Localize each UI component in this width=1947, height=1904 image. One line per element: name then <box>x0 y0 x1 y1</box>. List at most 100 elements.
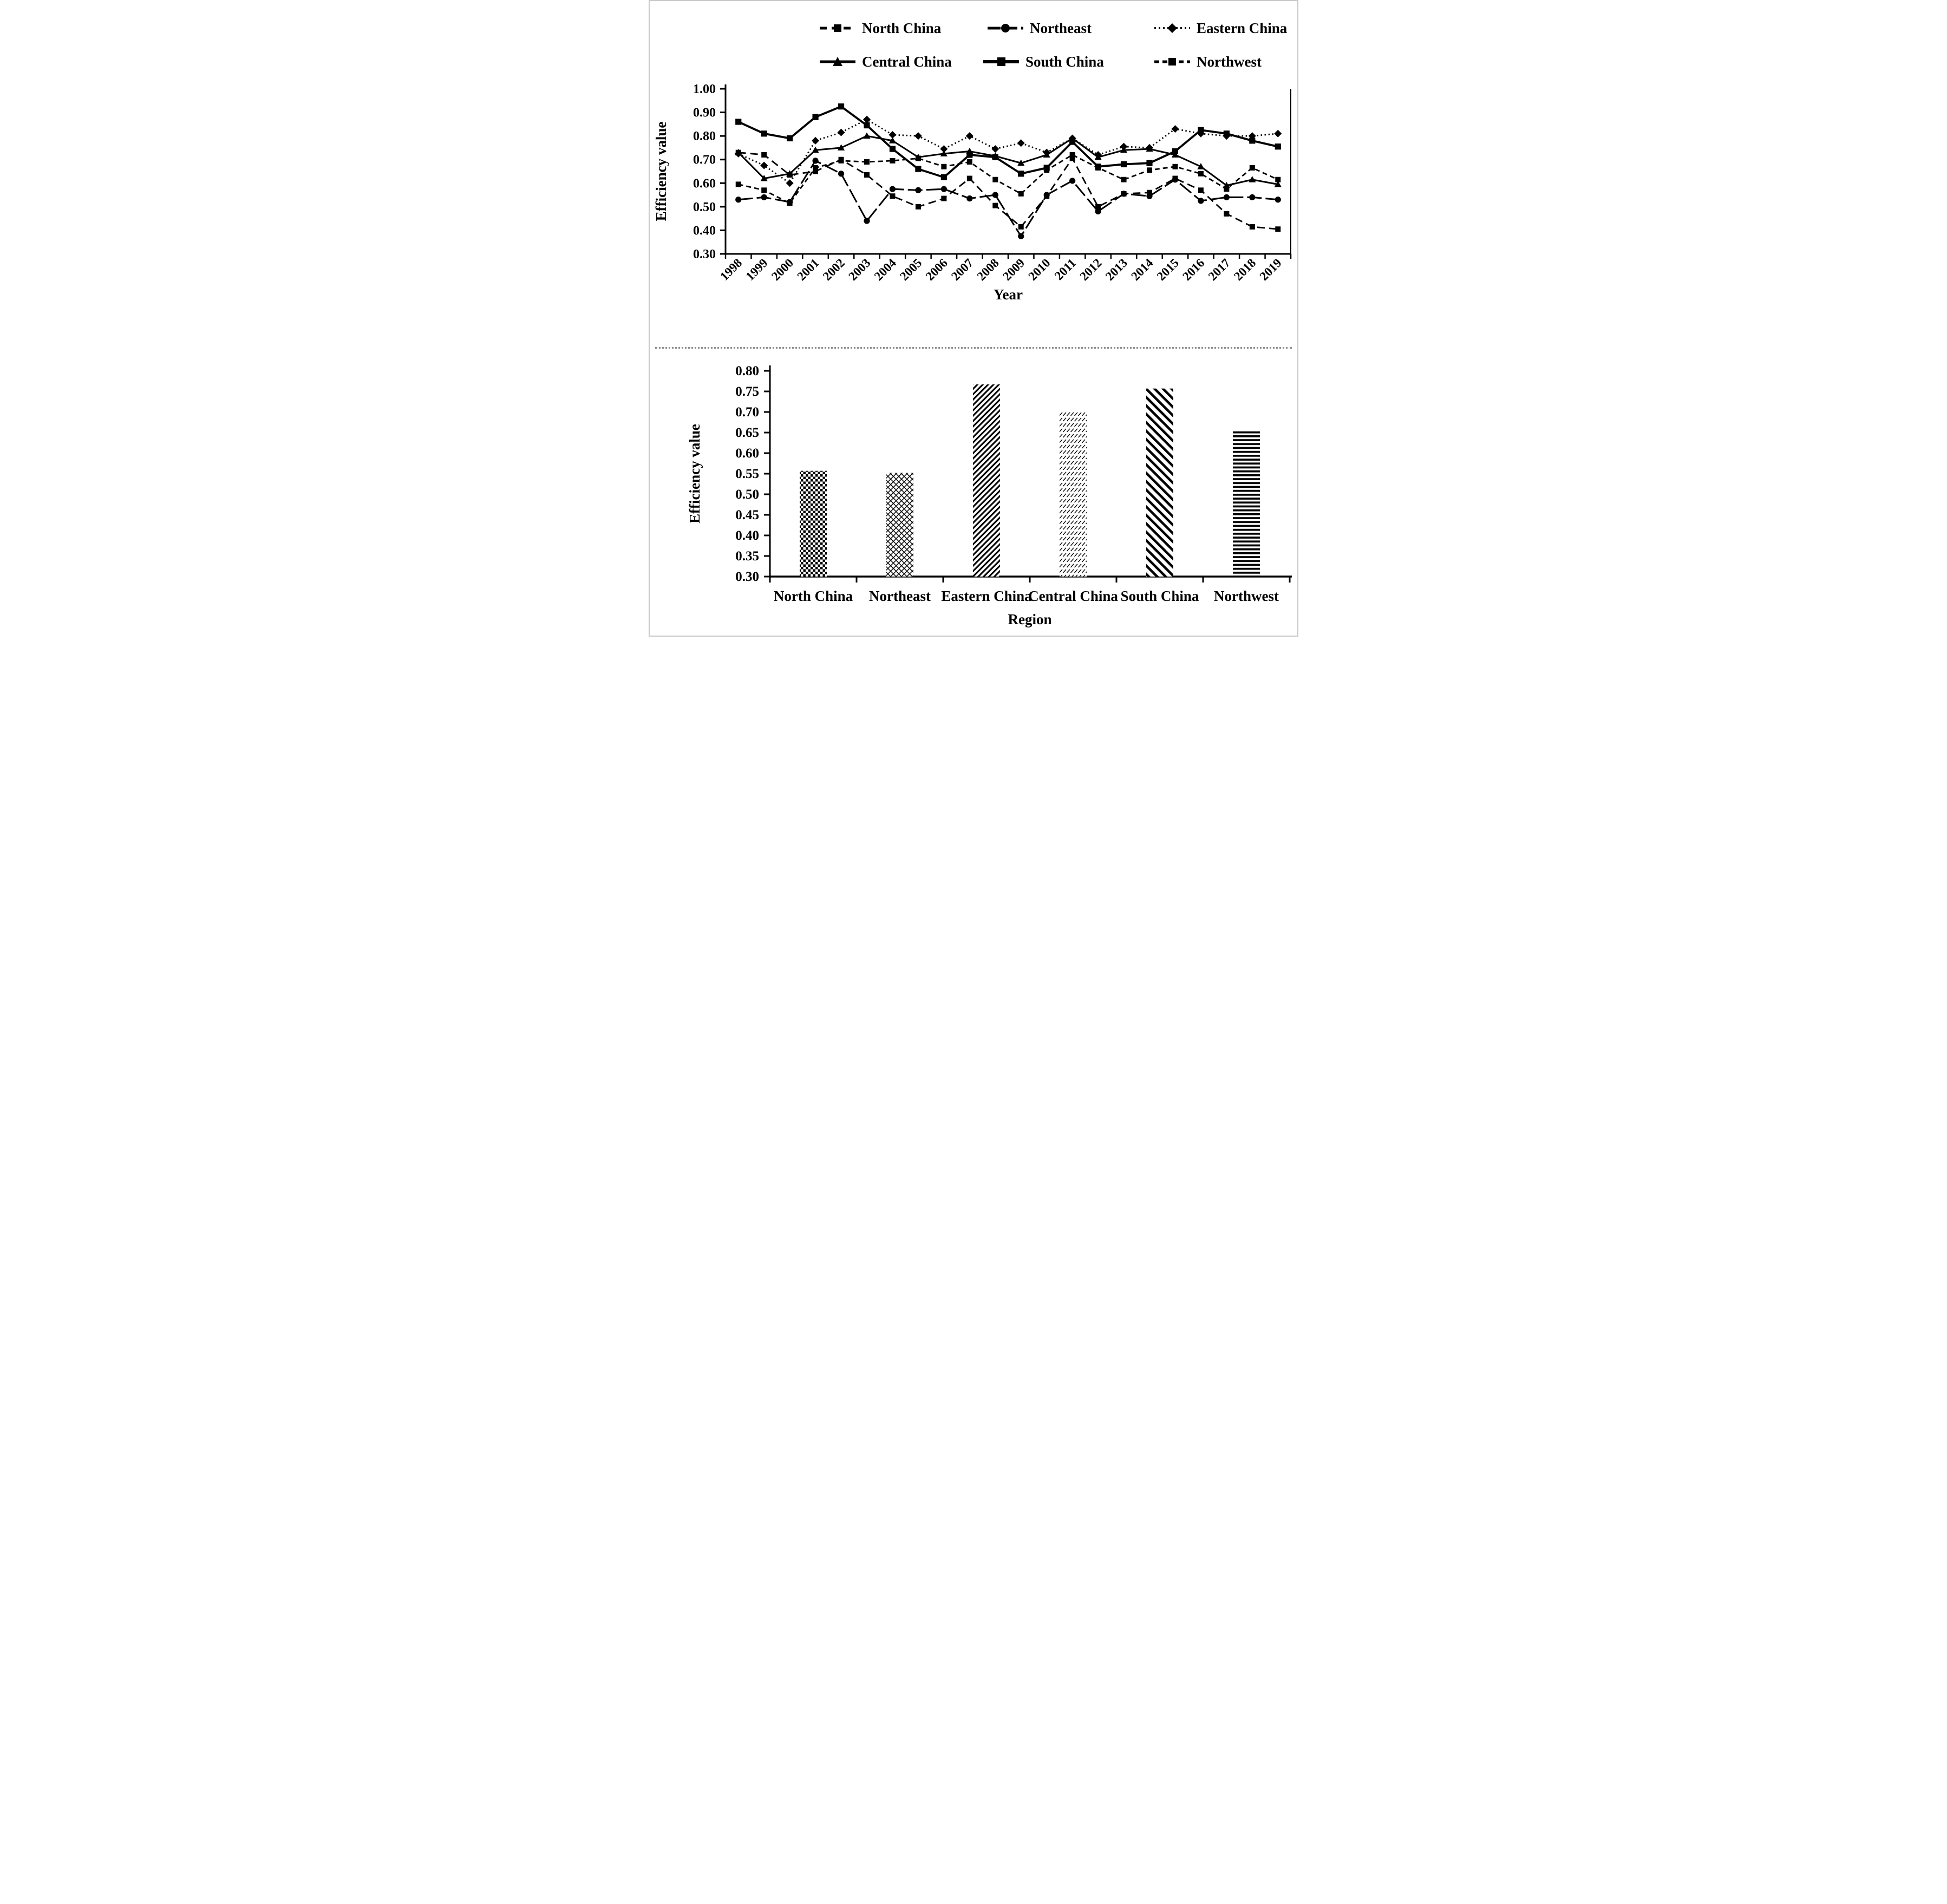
data-point-square <box>761 152 767 158</box>
data-point-square <box>813 168 819 174</box>
line-chart-svg: 1.00 0.90 0.80 0.70 0.60 0.50 0.40 0.3019981999… <box>653 82 1292 303</box>
axes <box>724 84 1291 255</box>
data-point-diamond <box>786 179 794 187</box>
category-label: Northeast <box>869 588 931 604</box>
y-tick-label: 0.55 <box>735 467 759 481</box>
category-label: Central China <box>1028 588 1118 604</box>
data-point-triangle <box>1249 176 1256 182</box>
bar-chart: 0.80 0.75 0.70 0.65 0.60 0.55 0.50 0.45 0.40 0.35… <box>650 357 1297 631</box>
year-label: 1999 <box>743 256 770 283</box>
y-tick-label: 0.40 <box>735 528 759 543</box>
data-point-square <box>1018 191 1024 197</box>
series-south-china <box>735 103 1281 180</box>
data-point-square <box>1275 226 1281 232</box>
y-tick-label: 0.60 <box>693 176 716 191</box>
legend-label: Eastern China <box>1197 19 1288 36</box>
data-point-square <box>915 155 921 161</box>
data-point-square <box>812 114 819 120</box>
data-point-circle <box>838 171 845 177</box>
y-tick-label: 0.45 <box>735 508 759 522</box>
y-tick-label: 0.80 <box>693 129 716 143</box>
data-point-diamond <box>1274 129 1282 138</box>
data-point-circle <box>1095 208 1101 215</box>
y-tick-label: 0.70 <box>735 405 759 420</box>
y-tick-label: 0.30 <box>735 570 759 584</box>
year-label: 2016 <box>1180 256 1207 283</box>
y-tick-label: 0.80 <box>735 364 759 378</box>
data-point-circle <box>1198 198 1204 204</box>
data-point-triangle <box>1094 153 1102 160</box>
data-point-diamond <box>888 130 897 139</box>
year-label: 2001 <box>794 256 821 283</box>
data-point-triangle <box>1274 180 1282 187</box>
data-point-square <box>1146 160 1153 166</box>
year-label: 2002 <box>820 256 847 283</box>
y-tick-label: 0.60 <box>735 446 759 461</box>
data-point-square <box>1018 224 1024 230</box>
data-point-square <box>813 165 819 171</box>
solid-line-square-marker-icon <box>983 57 1019 66</box>
data-point-circle <box>1120 191 1127 197</box>
series-line <box>738 159 1278 238</box>
data-point-square <box>1224 211 1230 217</box>
axes <box>769 365 1292 578</box>
path-shape <box>833 57 842 66</box>
bar-central-china <box>1060 410 1087 577</box>
year-label: 2012 <box>1077 256 1104 283</box>
year-label: 2010 <box>1026 256 1053 283</box>
legend: North China Northeast Eastern China Cent… <box>650 1 1297 77</box>
data-point-square <box>1275 143 1281 150</box>
data-point-square <box>940 174 947 180</box>
data-point-circle <box>915 187 922 193</box>
year-label: 2004 <box>872 256 899 284</box>
data-point-triangle <box>735 149 742 155</box>
bar-north-china <box>800 470 827 577</box>
y-axis-title: Efficiency value <box>687 424 703 524</box>
data-point-triangle <box>812 146 819 153</box>
data-point-square <box>1095 165 1101 171</box>
data-point-diamond <box>965 132 974 140</box>
bar-south-china <box>1146 388 1173 577</box>
y-tick-label: 0.50 <box>735 487 759 502</box>
data-point-square <box>1120 161 1127 168</box>
legend-label: Northeast <box>1030 19 1092 36</box>
data-point-square <box>1249 224 1255 230</box>
x-labels: 1998199920002001200220032004200520062007… <box>717 256 1284 284</box>
data-point-diamond <box>914 132 922 140</box>
data-point-square <box>1069 155 1075 161</box>
data-point-square <box>889 146 896 152</box>
data-point-diamond <box>863 115 871 123</box>
data-point-diamond <box>1171 125 1179 133</box>
data-point-square <box>966 175 972 181</box>
path-shape <box>1167 23 1177 33</box>
data-point-circle <box>864 218 870 224</box>
data-point-square <box>761 130 767 137</box>
x-ticks <box>769 577 1291 583</box>
data-point-circle <box>735 197 742 203</box>
data-point-square <box>864 159 870 165</box>
data-point-square <box>838 158 844 163</box>
series-line <box>738 154 1278 205</box>
data-point-square <box>966 152 973 158</box>
data-point-square <box>1249 138 1256 144</box>
series-northeast <box>735 158 1281 239</box>
year-label: 2015 <box>1154 256 1181 283</box>
data-point-circle <box>1172 176 1179 183</box>
data-point-circle <box>1275 197 1281 203</box>
legend-item-central-china: Central China <box>819 51 952 73</box>
y-ticks: 1.00 0.90 0.80 0.70 0.60 0.50 0.40 0.30 <box>693 82 726 261</box>
y-tick-label: 0.50 <box>693 200 716 214</box>
category-labels: North China Northeast Eastern ChinaCentral… <box>774 588 1279 604</box>
data-point-square <box>1044 167 1050 173</box>
year-label: 1998 <box>717 256 744 283</box>
legend-item-south-china: South China <box>982 51 1104 73</box>
data-point-square <box>1172 148 1179 155</box>
data-point-circle <box>761 194 767 201</box>
legend-label: Northwest <box>1197 53 1262 70</box>
data-point-circle <box>1043 192 1050 198</box>
line-chart: 1.00 0.90 0.80 0.70 0.60 0.50 0.40 0.30 1998 1999… <box>650 77 1297 307</box>
year-label: 2019 <box>1257 256 1284 283</box>
data-point-square <box>864 172 870 178</box>
x-axis-title: Year <box>994 286 1023 303</box>
series-northwest <box>735 152 1281 206</box>
